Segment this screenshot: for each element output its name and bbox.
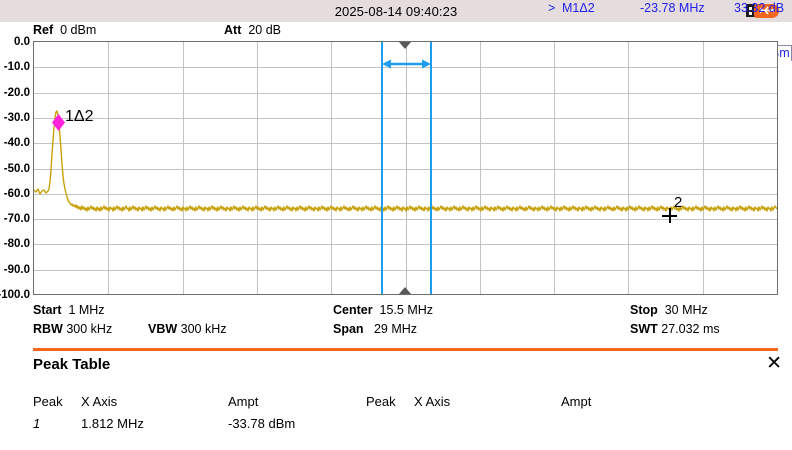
center-freq-field[interactable]: Center 15.5 MHz [333, 303, 433, 317]
gridline-v [331, 42, 333, 294]
trace-curve [34, 110, 777, 212]
marker-1-diamond-icon[interactable] [52, 114, 65, 131]
att-label: Att [224, 23, 242, 37]
stop-value: 30 MHz [664, 303, 708, 317]
settings-info-row: Ref 0 dBm Att 20 dB [0, 22, 792, 39]
y-tick-4: -40.0 [3, 137, 30, 150]
usb-body-icon [754, 3, 779, 18]
gridline-v [108, 42, 110, 294]
usb-drive-icon[interactable] [746, 3, 784, 18]
center-marker-bottom-icon [399, 287, 411, 294]
stop-freq-field[interactable]: Stop 30 MHz [630, 303, 708, 317]
table-row[interactable]: 1 1.812 MHz -33.78 dBm [33, 416, 773, 438]
peak-table-header-row: Peak X Axis Ampt Peak X Axis Ampt [33, 394, 773, 416]
span-value: 29 MHz [373, 322, 418, 336]
marker-1-name: M1Δ2 [562, 1, 595, 15]
peak-index: 1 [33, 416, 41, 431]
span-field[interactable]: Span 29 MHz [333, 322, 417, 336]
peak-x-axis: 1.812 MHz [81, 416, 144, 431]
header-peak-2: Peak [366, 394, 396, 409]
header-x-axis: X Axis [81, 394, 118, 409]
span-cursor-right[interactable] [430, 42, 432, 294]
sweep-status-rows: Start 1 MHz Center 15.5 MHz Stop 30 MHz … [0, 303, 792, 343]
plot-grid: 1Δ2 2 [33, 41, 778, 295]
ref-label: Ref [33, 23, 54, 37]
peak-table: Peak X Axis Ampt Peak X Axis Ampt 1 1.81… [33, 394, 773, 438]
y-tick-0: 0.0 [14, 36, 30, 48]
gridline-v-center [405, 42, 407, 294]
center-value: 15.5 MHz [379, 303, 434, 317]
accent-divider [33, 348, 778, 351]
y-tick-9: -90.0 [3, 263, 30, 276]
header-ampt: Ampt [228, 394, 259, 409]
y-axis: 0.0 -10.0 -20.0 -30.0 -40.0 -50.0 -60.0 … [0, 36, 33, 301]
rbw-label: RBW [33, 322, 63, 336]
span-cursor-left[interactable] [381, 42, 383, 294]
marker-readout-row-1[interactable]: > M1Δ2 -23.78 MHz 33.32 dB [540, 1, 792, 17]
y-tick-10: -100.0 [0, 289, 30, 301]
close-icon[interactable]: ✕ [766, 353, 782, 374]
y-tick-5: -50.0 [3, 162, 30, 175]
marker-1-label: 1Δ2 [65, 108, 94, 125]
marker-selected-indicator: > [548, 1, 556, 15]
y-tick-8: -80.0 [3, 238, 30, 251]
rbw-field[interactable]: RBW 300 kHz [33, 322, 112, 336]
start-value: 1 MHz [68, 303, 105, 317]
swt-value: 27.032 ms [661, 322, 720, 336]
span-arrow [382, 59, 431, 69]
y-tick-7: -70.0 [3, 213, 30, 226]
y-tick-1: -10.0 [3, 61, 30, 74]
datetime-label: 2025-08-14 09:40:23 [334, 3, 458, 19]
ref-value: 0 dBm [60, 23, 97, 37]
gridline-v [479, 42, 481, 294]
center-label: Center [333, 303, 373, 317]
usb-connector-icon [746, 4, 755, 17]
vbw-value: 300 kHz [180, 322, 227, 336]
span-label: Span [333, 322, 364, 336]
y-tick-6: -60.0 [3, 187, 30, 200]
vbw-field[interactable]: VBW 300 kHz [148, 322, 227, 336]
marker-2-cross-icon[interactable] [662, 208, 677, 223]
swt-label: SWT [630, 322, 658, 336]
header-x-axis-2: X Axis [414, 394, 451, 409]
ref-level-field[interactable]: Ref 0 dBm [33, 23, 96, 37]
gridline-v [628, 42, 630, 294]
att-value: 20 dB [248, 23, 281, 37]
peak-table-title: Peak Table [33, 356, 111, 373]
peak-ampt: -33.78 dBm [228, 416, 296, 431]
gridline-v [182, 42, 184, 294]
gridline-v [702, 42, 704, 294]
title-bar: 2025-08-14 09:40:23 [0, 0, 792, 22]
swt-field[interactable]: SWT 27.032 ms [630, 322, 720, 336]
marker-1-frequency: -23.78 MHz [640, 1, 705, 15]
gridline-v [554, 42, 556, 294]
start-freq-field[interactable]: Start 1 MHz [33, 303, 105, 317]
gridline-v [256, 42, 258, 294]
marker-2-label: 2 [674, 194, 683, 211]
marker-1-amplitude: 33.32 dB [734, 1, 785, 15]
rbw-value: 300 kHz [66, 322, 113, 336]
header-peak: Peak [33, 394, 63, 409]
status-row-1: Start 1 MHz Center 15.5 MHz Stop 30 MHz [0, 303, 792, 322]
start-label: Start [33, 303, 62, 317]
center-marker-top-icon [399, 42, 411, 49]
stop-label: Stop [630, 303, 658, 317]
attenuation-field[interactable]: Att 20 dB [224, 23, 281, 37]
y-tick-3: -30.0 [3, 111, 30, 124]
vbw-label: VBW [148, 322, 178, 336]
status-row-2: RBW 300 kHz VBW 300 kHz Span 29 MHz SWT … [0, 322, 792, 341]
spectrum-plot[interactable]: 0.0 -10.0 -20.0 -30.0 -40.0 -50.0 -60.0 … [0, 36, 792, 301]
peak-table-panel: Peak Table ✕ Peak X Axis Ampt Peak X Axi… [0, 352, 792, 450]
header-ampt-2: Ampt [561, 394, 592, 409]
y-tick-2: -20.0 [3, 86, 30, 99]
